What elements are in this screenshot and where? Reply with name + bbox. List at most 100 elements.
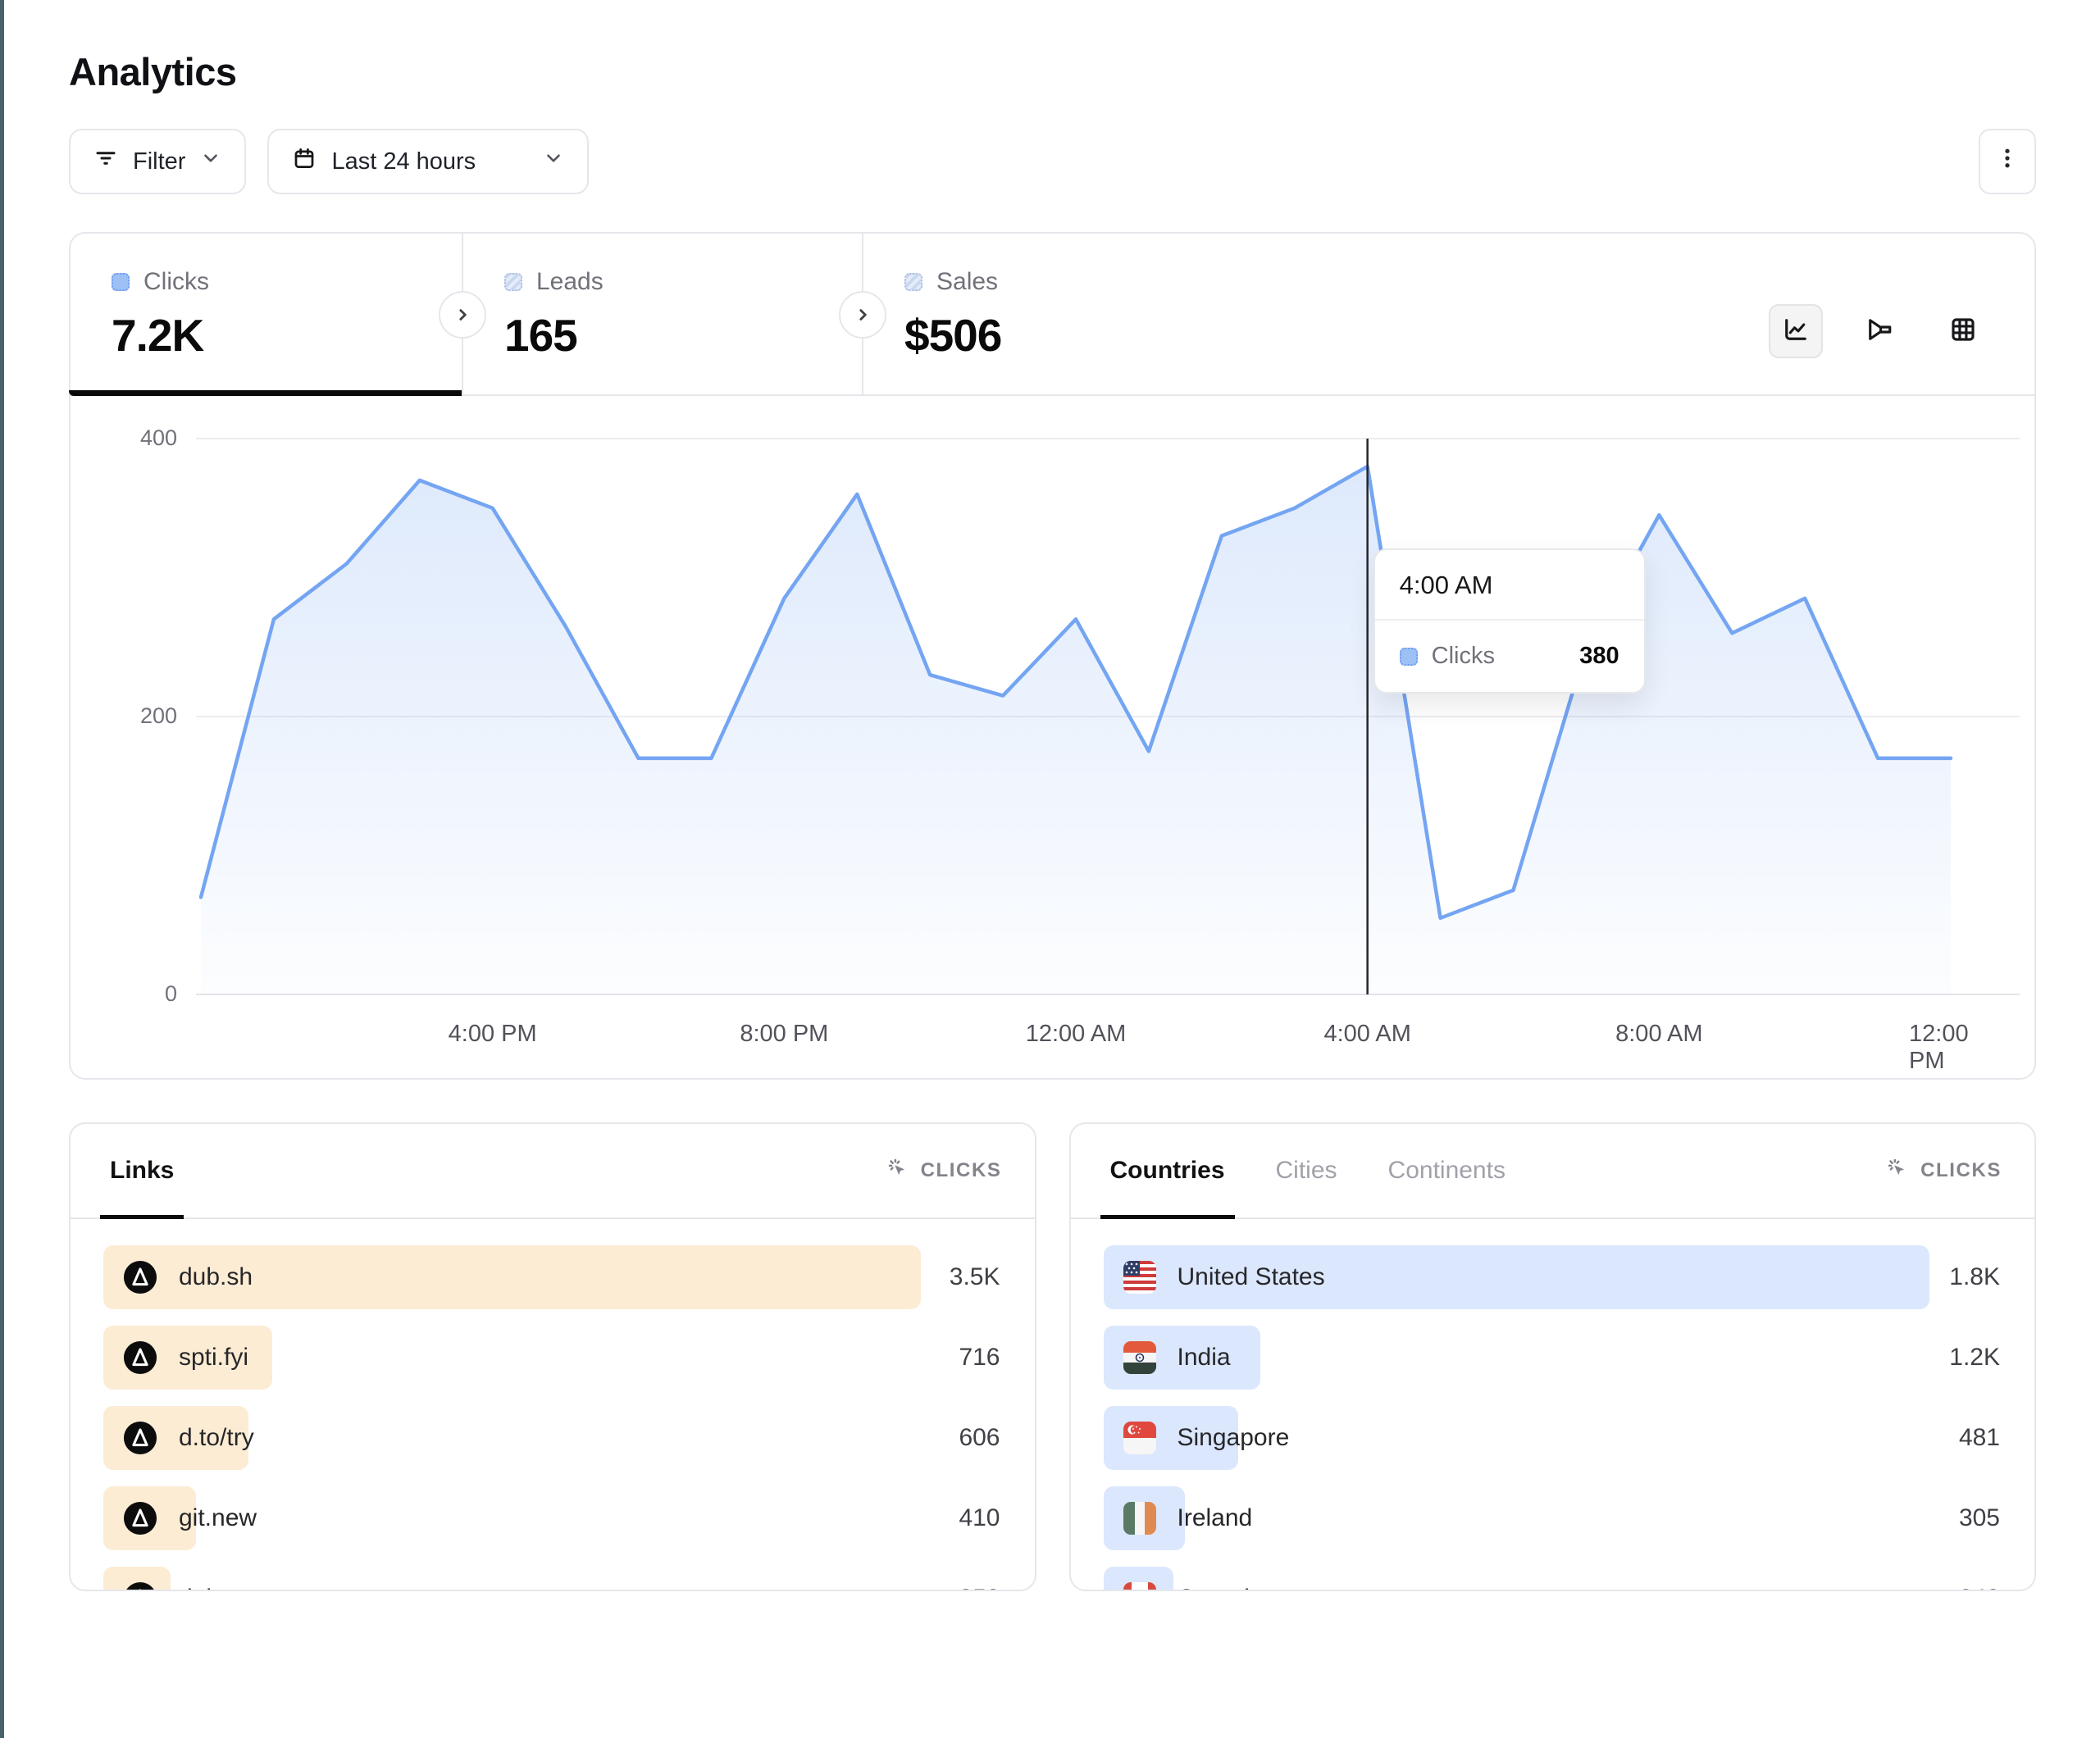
value-bar [103, 1245, 921, 1309]
tooltip-series-label: Clicks [1431, 643, 1495, 669]
clicks-tab-label: Clicks [143, 268, 209, 295]
links-panel: Links CLICKS dub.sh 3.5K spti.fyi 716 d.to/t… [69, 1122, 1036, 1591]
item-value: 410 [959, 1504, 1000, 1531]
sales-tab-label: Sales [936, 268, 999, 295]
tab-sales[interactable]: Sales $506 [863, 234, 2034, 394]
y-tick-label: 200 [139, 703, 177, 728]
y-tick-label: 400 [139, 425, 177, 450]
left-edge-strip [0, 0, 4, 1738]
clicks-value: 7.2K [112, 310, 204, 361]
x-tick-label: 8:00 PM [740, 1021, 829, 1047]
tab-clicks[interactable]: Clicks 7.2K [69, 234, 462, 396]
analytics-chart-card: Clicks 7.2K Leads 165 [69, 232, 2036, 1080]
countries-panel: Countries Cities Continents CLICKS U [1068, 1122, 2036, 1591]
chart-plot[interactable] [196, 438, 2020, 995]
chart-tooltip: 4:00 AM Clicks 380 [1373, 548, 1646, 694]
x-tick-label: 12:00 PM [1909, 1021, 1969, 1074]
dub-favicon [123, 1421, 157, 1455]
page-title: Analytics [69, 50, 237, 93]
calendar-icon [292, 146, 317, 177]
list-item[interactable]: United States 1.8K [1103, 1245, 2002, 1309]
item-label: Singapore [1177, 1424, 1290, 1451]
item-label: d.to/try [179, 1424, 254, 1451]
chevron-down-icon [543, 148, 564, 175]
item-label: spti.fyi [179, 1344, 249, 1371]
list-item[interactable]: Canada 240 [1103, 1567, 2002, 1590]
list-item[interactable]: git.new 410 [103, 1486, 1002, 1550]
links-tab-label: Links [110, 1157, 175, 1184]
sales-legend-square [904, 273, 922, 291]
tooltip-legend-square [1399, 647, 1418, 666]
date-range-button[interactable]: Last 24 hours [267, 129, 590, 194]
x-tick-label: 4:00 AM [1323, 1021, 1411, 1047]
chart-area-fill [201, 466, 1951, 994]
cursor-click-icon [1885, 1156, 1910, 1186]
chart-view-switcher [1769, 304, 2034, 358]
item-label: Canada [1178, 1585, 1264, 1590]
funnel-view-button[interactable] [1852, 304, 1906, 358]
tab-links[interactable]: Links [99, 1124, 184, 1219]
clicks-area-chart[interactable]: 0 200 400 4:00 PM 8:00 PM 12:00 AM 4:00 AM 8:0… [71, 396, 2034, 1078]
metric-tabs: Clicks 7.2K Leads 165 [69, 234, 2034, 396]
item-value: 1.2K [1949, 1344, 2000, 1371]
list-item[interactable]: Ireland 305 [1103, 1486, 2002, 1550]
list-item[interactable]: d.to/try 606 [103, 1406, 1002, 1470]
date-range-label: Last 24 hours [331, 148, 476, 175]
kebab-menu-icon [1995, 146, 2020, 177]
list-item[interactable]: dub.co 350 [103, 1567, 1002, 1590]
filter-button-label: Filter [133, 148, 186, 175]
y-tick-label: 0 [164, 981, 177, 1006]
filter-button[interactable]: Filter [69, 129, 247, 194]
item-label: United States [1177, 1263, 1325, 1290]
x-tick-label: 8:00 AM [1615, 1021, 1703, 1047]
table-view-button[interactable] [1936, 304, 1990, 358]
item-value: 1.8K [1949, 1263, 2000, 1290]
item-label: India [1177, 1344, 1231, 1371]
list-item[interactable]: spti.fyi 716 [103, 1326, 1002, 1390]
clicks-legend-square [112, 273, 130, 291]
cursor-click-icon [886, 1156, 910, 1186]
tab-cities[interactable]: Cities [1269, 1124, 1344, 1217]
flag-us-icon [1123, 1261, 1156, 1294]
list-item[interactable]: India 1.2K [1103, 1326, 2002, 1390]
item-label: git.new [179, 1504, 257, 1531]
flag-ireland-icon [1123, 1502, 1156, 1535]
analytics-page: Analytics Filter Last 24 hours [69, 50, 2036, 1591]
more-options-button[interactable] [1979, 129, 2036, 194]
item-value: 481 [1958, 1424, 2000, 1451]
tooltip-time: 4:00 AM [1374, 550, 1644, 621]
item-value: 305 [1958, 1504, 2000, 1531]
tooltip-value: 380 [1579, 643, 1619, 669]
tab-divider [839, 234, 886, 394]
expand-metrics-button[interactable] [439, 291, 486, 339]
leads-value: 165 [504, 310, 578, 361]
list-item[interactable]: dub.sh 3.5K [103, 1245, 1002, 1309]
list-item[interactable]: Singapore 481 [1103, 1406, 2002, 1470]
expand-metrics-button[interactable] [839, 291, 886, 339]
item-label: dub.co [179, 1585, 253, 1590]
dub-favicon [126, 1581, 154, 1590]
countries-tab-label: Countries [1109, 1157, 1225, 1184]
flag-singapore-icon [1123, 1422, 1156, 1454]
item-value: 350 [959, 1585, 1000, 1590]
chart-line [198, 464, 1953, 921]
chevron-down-icon [200, 148, 221, 175]
tab-continents[interactable]: Continents [1382, 1124, 1512, 1217]
tab-leads[interactable]: Leads 165 [463, 234, 862, 394]
item-value: 240 [1959, 1585, 2000, 1590]
item-value: 716 [959, 1344, 1000, 1371]
tab-countries[interactable]: Countries [1100, 1124, 1235, 1219]
links-sort-by-clicks[interactable]: CLICKS [886, 1124, 1002, 1217]
line-chart-view-button[interactable] [1769, 304, 1823, 358]
grid-table-icon [1948, 315, 1978, 348]
item-label: Ireland [1177, 1504, 1253, 1531]
sales-value: $506 [904, 310, 1002, 361]
countries-sort-by-clicks[interactable]: CLICKS [1885, 1124, 2002, 1217]
links-sort-label: CLICKS [920, 1159, 1002, 1181]
value-bar [1103, 1245, 1930, 1309]
flag-canada-icon [1123, 1582, 1156, 1590]
flag-india-icon [1123, 1341, 1156, 1374]
line-chart-icon [1781, 315, 1811, 348]
filter-icon [93, 146, 118, 177]
x-tick-label: 12:00 AM [1025, 1021, 1127, 1047]
